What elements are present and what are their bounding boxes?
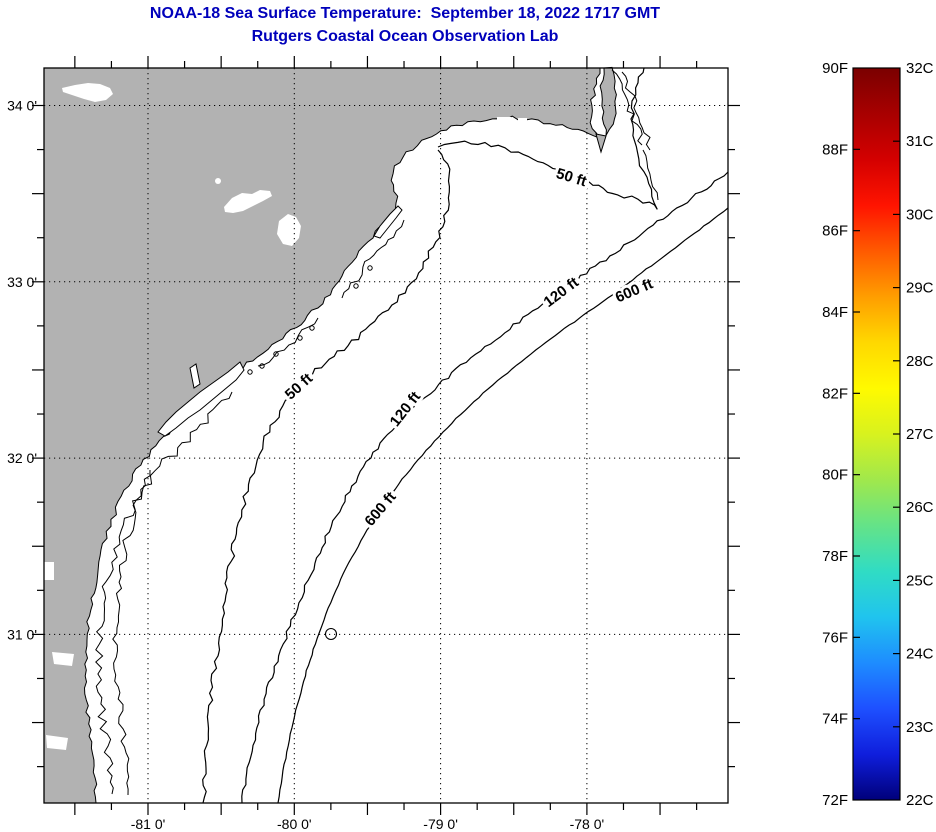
colorbar-bar xyxy=(852,67,901,801)
x-axis-label: -79 0' xyxy=(423,816,458,832)
colorbar-c-label: 28C xyxy=(906,353,934,370)
cape-fear-marsh-islands xyxy=(611,69,643,146)
y-axis-label: 33 0' xyxy=(7,274,37,290)
map-border xyxy=(43,67,729,804)
sea-islands-inner xyxy=(112,469,151,796)
islet-dot xyxy=(309,325,315,331)
edge-white-patch xyxy=(44,562,54,580)
islet-dot xyxy=(247,369,253,375)
axis-ticks xyxy=(32,56,740,815)
small-lake-dot xyxy=(215,178,221,184)
x-axis-label: -78 0' xyxy=(570,816,605,832)
figure-title: NOAA-18 Sea Surface Temperature: Septemb… xyxy=(149,5,661,22)
cape-fear-marsh-islands xyxy=(621,71,651,151)
estuary-river-sliver xyxy=(189,363,201,389)
lake-marion xyxy=(224,190,272,213)
graticule-gridlines xyxy=(44,68,728,803)
islet-dot xyxy=(297,335,303,341)
beach-white-strip xyxy=(518,118,527,121)
contour-label-50ft-north: 50 ft xyxy=(554,165,588,190)
edge-white-patch xyxy=(46,735,68,750)
islet-dot xyxy=(259,363,265,369)
colorbar-c-label: 32C xyxy=(906,60,934,77)
colorbar-f-label: 72F xyxy=(822,792,848,809)
islet-dot xyxy=(273,351,279,357)
colorbar-f-label: 78F xyxy=(822,548,848,565)
contour-120ft xyxy=(241,171,729,804)
contour-label-600ft-lower: 600 ft xyxy=(361,489,399,530)
islet-dot xyxy=(353,283,359,289)
charleston-estuary xyxy=(157,361,245,437)
colorbar: 90F 88F 86F 84F 82F 80F 78F 76F 74F 72F 32C 31C 30C 2… xyxy=(822,60,934,809)
y-axis-label: 31 0' xyxy=(7,626,37,642)
figure-subtitle: Rutgers Coastal Ocean Observation Lab xyxy=(251,28,559,45)
charleston-barrier-islands xyxy=(257,317,319,367)
land-layer xyxy=(43,66,617,804)
sea-islands-chain xyxy=(95,391,233,795)
contour-50ft-south xyxy=(202,149,451,804)
lake-upper-left xyxy=(62,83,113,102)
colorbar-f-label: 74F xyxy=(822,711,848,728)
beach-white-strip xyxy=(497,117,511,121)
islet-dot xyxy=(367,265,373,271)
colorbar-f-label: 80F xyxy=(822,467,848,484)
axis-tick-labels: -81 0' -80 0' -79 0' -78 0' 34 0' 33 0' 32 0' 3… xyxy=(7,98,604,832)
frying-pan-shoal-edge xyxy=(642,149,659,201)
cape-romain-islands xyxy=(341,219,405,299)
contour-600ft xyxy=(277,207,729,804)
coastline-detail xyxy=(95,69,659,796)
depth-contours xyxy=(202,67,729,804)
colorbar-f-label: 82F xyxy=(822,385,848,402)
isolated-contour-ring xyxy=(324,627,338,641)
map-frame xyxy=(43,67,729,804)
contour-50ft-north xyxy=(437,67,658,210)
lake-moultrie xyxy=(277,214,301,246)
contour-label-120ft-lower: 120 ft xyxy=(387,389,425,430)
winyah-bay xyxy=(373,205,403,239)
colorbar-c-label: 23C xyxy=(906,719,934,736)
x-axis-label: -81 0' xyxy=(131,816,166,832)
y-axis-label: 32 0' xyxy=(7,450,37,466)
cape-fear-east-bank xyxy=(599,66,617,136)
colorbar-c-label: 31C xyxy=(906,133,934,150)
contour-label-600ft-upper: 600 ft xyxy=(613,275,656,306)
colorbar-f-label: 86F xyxy=(822,223,848,240)
edge-white-patch xyxy=(52,652,74,666)
colorbar-c-label: 27C xyxy=(906,426,934,443)
colorbar-c-label: 29C xyxy=(906,280,934,297)
colorbar-f-label: 76F xyxy=(822,629,848,646)
x-axis-label: -80 0' xyxy=(277,816,312,832)
river-mouth-spit xyxy=(595,133,607,154)
y-axis-label: 34 0' xyxy=(7,98,37,114)
colorbar-c-label: 30C xyxy=(906,206,934,223)
mainland xyxy=(43,67,601,804)
colorbar-f-label: 84F xyxy=(822,304,848,321)
colorbar-f-label: 90F xyxy=(822,60,848,77)
colorbar-c-label: 25C xyxy=(906,572,934,589)
colorbar-f-label: 88F xyxy=(822,141,848,158)
colorbar-c-label: 24C xyxy=(906,646,934,663)
contour-label-120ft-upper: 120 ft xyxy=(541,274,583,311)
colorbar-c-label: 26C xyxy=(906,499,934,516)
colorbar-c-label: 22C xyxy=(906,792,934,809)
